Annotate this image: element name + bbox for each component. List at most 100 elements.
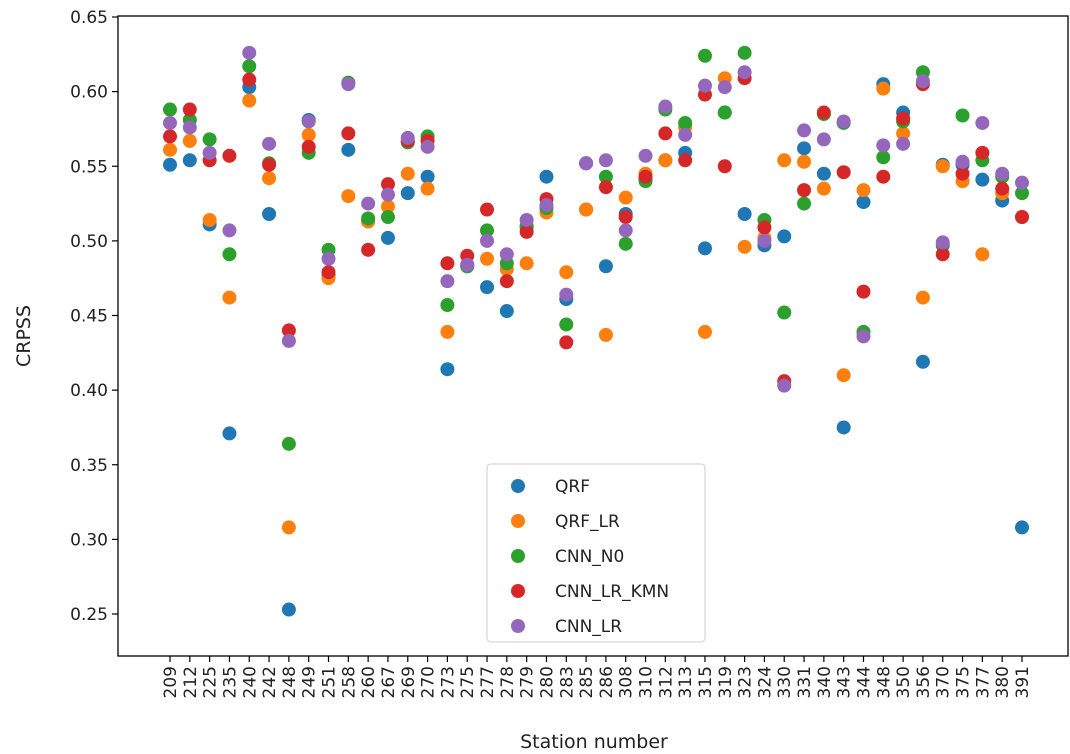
data-point [163, 129, 177, 144]
data-point [618, 236, 633, 251]
data-point [182, 153, 197, 168]
x-tick-label: 315 [696, 666, 716, 698]
data-point [499, 247, 514, 262]
x-tick-label: 283 [557, 666, 577, 698]
data-point [618, 223, 633, 238]
data-point [856, 195, 871, 210]
legend-label: QRF_LR [555, 512, 620, 532]
data-point [975, 247, 990, 262]
y-tick-label: 0.65 [70, 8, 108, 28]
data-point [559, 335, 574, 350]
x-tick-label: 308 [617, 666, 637, 698]
data-point [856, 284, 871, 299]
data-point [678, 127, 693, 142]
legend-label: CNN_LR [555, 617, 622, 637]
data-point [480, 280, 495, 295]
data-point [915, 354, 930, 369]
data-point [361, 196, 376, 211]
data-point [658, 126, 673, 141]
x-tick-label: 323 [736, 666, 756, 698]
data-point [262, 157, 277, 172]
data-point [222, 148, 237, 163]
data-point [420, 181, 435, 196]
data-point [975, 115, 990, 130]
x-tick-label: 375 [954, 666, 974, 698]
data-point [797, 141, 812, 156]
x-tick-label: 313 [676, 666, 696, 698]
data-point [380, 187, 395, 202]
data-point [182, 120, 197, 135]
x-tick-label: 370 [934, 666, 954, 698]
x-tick-label: 340 [815, 666, 835, 698]
data-point [579, 156, 594, 171]
data-point [638, 148, 653, 163]
data-point [1015, 209, 1029, 224]
data-point [440, 256, 455, 271]
x-tick-label: 344 [854, 666, 874, 698]
data-point [797, 183, 812, 198]
x-tick-label: 270 [419, 666, 439, 698]
x-tick-label: 319 [716, 666, 736, 698]
data-point [262, 171, 277, 186]
data-point [262, 136, 277, 151]
plot-area [117, 15, 1069, 657]
data-point [757, 220, 772, 235]
data-point [697, 241, 712, 256]
x-tick-label: 242 [260, 666, 280, 698]
data-point [480, 233, 495, 248]
x-tick-label: 267 [379, 666, 399, 698]
y-tick-label: 0.55 [70, 157, 108, 177]
x-tick-label: 209 [161, 666, 181, 698]
data-point [638, 169, 653, 184]
data-point [836, 165, 851, 180]
data-point [380, 177, 395, 192]
data-point [281, 333, 296, 348]
data-point [242, 45, 257, 60]
x-tick-label: 273 [438, 666, 458, 698]
data-point [361, 242, 376, 257]
x-tick-label: 330 [775, 666, 795, 698]
data-point [915, 290, 930, 305]
data-point [717, 105, 732, 120]
data-point [222, 223, 237, 238]
data-point [341, 77, 356, 92]
data-point [499, 274, 514, 289]
data-point [598, 327, 613, 342]
data-point [717, 159, 732, 174]
data-point [797, 123, 812, 138]
x-tick-label: 212 [181, 666, 201, 698]
x-tick-label: 343 [835, 666, 855, 698]
data-point [876, 169, 891, 184]
data-point [559, 265, 574, 280]
x-tick-label: 348 [874, 666, 894, 698]
data-point [618, 209, 633, 224]
data-point [935, 235, 950, 250]
legend-marker [511, 479, 525, 493]
data-point [816, 132, 831, 147]
data-point [182, 102, 197, 117]
data-point [915, 74, 930, 89]
data-point [281, 602, 296, 617]
x-tick-label: 277 [478, 666, 498, 698]
legend-marker [511, 584, 525, 598]
data-point [163, 102, 177, 117]
data-point [856, 329, 871, 344]
data-point [598, 169, 613, 184]
data-point [598, 180, 613, 195]
legend-label: CNN_N0 [555, 547, 624, 567]
data-point [163, 142, 177, 157]
data-point [935, 159, 950, 174]
data-point [242, 72, 257, 87]
data-point [361, 211, 376, 226]
legend-label: CNN_LR_KMN [555, 582, 669, 602]
data-point [380, 199, 395, 214]
data-point [301, 127, 316, 142]
data-point [420, 169, 435, 184]
data-point [262, 207, 277, 222]
data-point [777, 153, 792, 168]
data-point [301, 139, 316, 154]
data-point [737, 207, 752, 222]
data-point [440, 324, 455, 339]
data-point [559, 317, 574, 332]
data-point [480, 223, 495, 238]
